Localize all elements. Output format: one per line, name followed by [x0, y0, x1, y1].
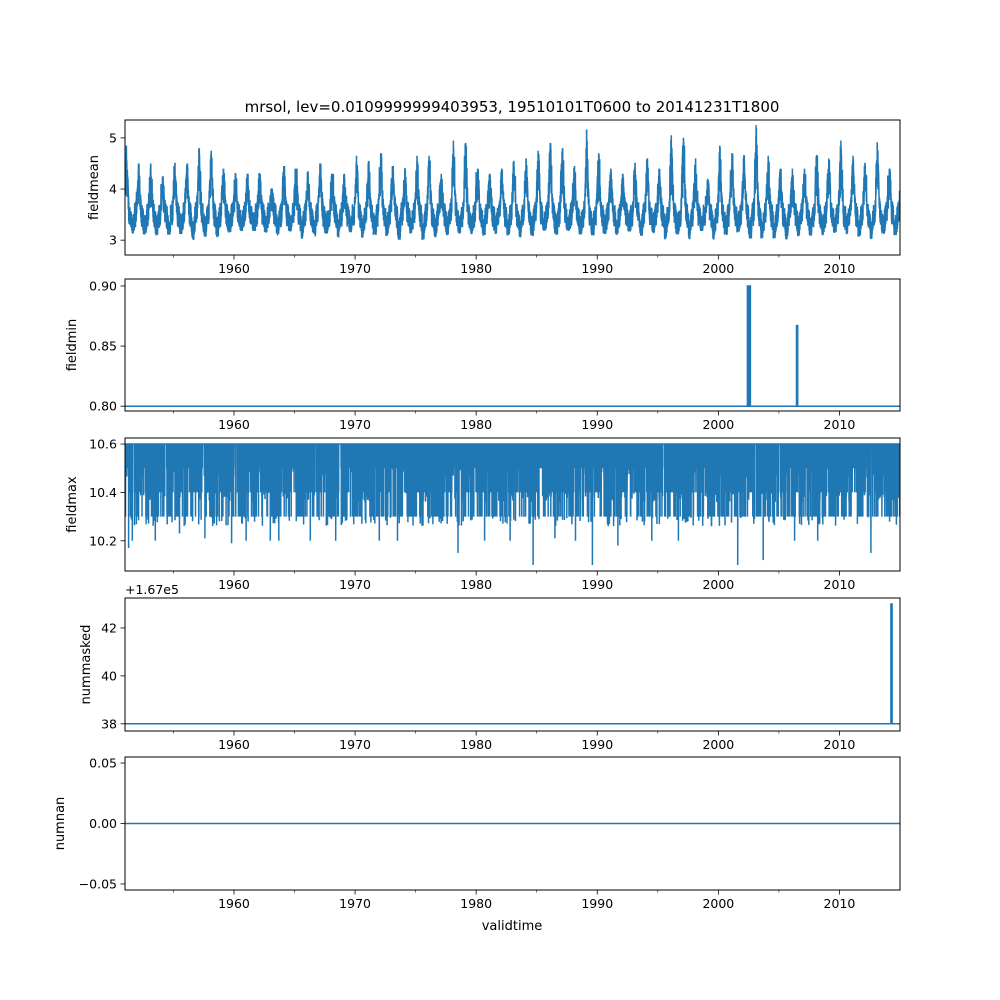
y-tick-label: 0.85 [89, 339, 117, 354]
y-tick-label: 5 [109, 130, 117, 145]
x-tick-label: 1970 [339, 577, 371, 592]
axes-frame [124, 119, 901, 256]
x-tick-label: 1960 [218, 737, 250, 752]
x-tick-label: 1990 [581, 737, 613, 752]
x-tick-label: 1980 [460, 737, 492, 752]
x-tick-label: 1970 [339, 261, 371, 276]
y-tick-label: 42 [101, 620, 117, 635]
x-tick-label: 1960 [218, 417, 250, 432]
x-tick-label: 2010 [824, 577, 856, 592]
x-tick-label: 1990 [581, 261, 613, 276]
y-tick-label: 38 [101, 716, 117, 731]
x-tick-label: 1970 [339, 417, 371, 432]
x-tick-label: 1990 [581, 577, 613, 592]
x-tick-label: 1980 [460, 261, 492, 276]
fieldmax-series-line [125, 443, 900, 566]
fieldmean-series-line [125, 125, 900, 241]
y-tick-label: 10.6 [89, 437, 117, 452]
x-tick-label: 1980 [460, 577, 492, 592]
y-tick-label: −0.05 [79, 876, 117, 891]
y-axis-label: nummasked [79, 625, 94, 705]
x-tick-label: 2000 [702, 737, 734, 752]
x-tick-label: 2000 [702, 261, 734, 276]
subplot-fieldmin: 1960 1970 1980 1990 2000 2010 0.80 0.85 0.90 fiel… [65, 278, 901, 432]
subplot-fieldmean: 1960 1970 1980 1990 2000 2010 3 4 5 fieldmean [87, 119, 901, 276]
x-tick-label: 2000 [702, 896, 734, 911]
nummasked-series-line [125, 603, 900, 725]
x-tick-label: 2010 [824, 896, 856, 911]
axes-frame [124, 437, 901, 572]
y-tick-label: 10.4 [89, 485, 117, 500]
x-tick-label: 1980 [460, 896, 492, 911]
x-tick-label: 1960 [218, 261, 250, 276]
x-tick-label: 1960 [218, 896, 250, 911]
y-tick-label: 3 [109, 233, 117, 248]
y-tick-label: 0.90 [89, 278, 117, 293]
y-offset-text: +1.67e5 [125, 582, 179, 597]
y-axis-label: fieldmean [87, 155, 102, 220]
subplot-numnan: 1960 1970 1980 1990 2000 2010 −0.05 0.00 0.05 num… [53, 756, 901, 911]
y-axis-label: fieldmax [65, 476, 80, 533]
x-tick-label: 1970 [339, 737, 371, 752]
subplot-fieldmax: 1960 1970 1980 1990 2000 2010 10.2 10.4 10.6 fiel… [65, 437, 901, 592]
x-tick-label: 1980 [460, 417, 492, 432]
x-tick-label: 2010 [824, 261, 856, 276]
x-tick-label: 1990 [581, 896, 613, 911]
x-tick-label: 2000 [702, 417, 734, 432]
y-tick-label: 0.00 [89, 816, 117, 831]
subplot-nummasked: 1960 1970 1980 1990 2000 2010 38 40 42 nummasked +… [79, 582, 901, 752]
x-tick-label: 2010 [824, 417, 856, 432]
x-tick-label: 1990 [581, 417, 613, 432]
y-tick-label: 0.80 [89, 399, 117, 414]
x-tick-label: 1960 [218, 577, 250, 592]
x-axis-label: validtime [482, 919, 543, 934]
x-tick-label: 1970 [339, 896, 371, 911]
x-tick-label: 2010 [824, 737, 856, 752]
y-axis-label: fieldmin [65, 319, 80, 372]
y-tick-label: 10.2 [89, 533, 117, 548]
y-tick-label: 4 [109, 182, 117, 197]
x-tick-label: 2000 [702, 577, 734, 592]
axes-frame [124, 278, 901, 412]
y-tick-label: 0.05 [89, 756, 117, 771]
y-axis-label: numnan [53, 797, 68, 851]
fieldmin-series-line [125, 285, 900, 407]
y-tick-label: 40 [101, 668, 117, 683]
chart-title: mrsol, lev=0.0109999999403953, 19510101T… [245, 98, 780, 116]
axes-frame [124, 597, 901, 732]
